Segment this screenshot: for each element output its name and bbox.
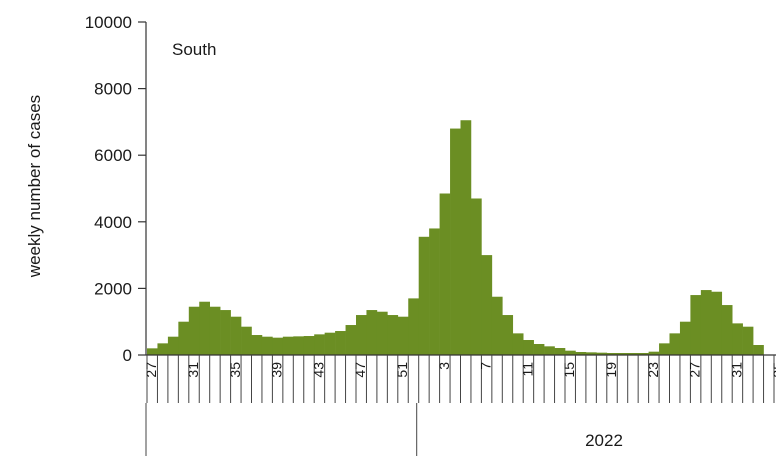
bar: [272, 337, 284, 355]
bar: [188, 306, 200, 355]
bar: [638, 353, 649, 355]
x-tick-label: 27: [143, 362, 159, 378]
bar: [554, 348, 566, 355]
x-tick-label: 35: [770, 362, 776, 378]
bar: [429, 228, 440, 355]
bar: [450, 128, 461, 355]
bar: [178, 321, 190, 355]
y-tick-label: 4000: [94, 213, 132, 232]
bar: [293, 336, 305, 355]
bar: [491, 296, 503, 355]
x-tick-label: 27: [687, 362, 703, 378]
bar: [220, 310, 231, 355]
bar: [565, 350, 576, 355]
y-tick-label: 8000: [94, 80, 132, 99]
bar: [460, 120, 472, 356]
y-axis-title: weekly number of cases: [25, 95, 44, 278]
bar: [324, 332, 336, 355]
y-tick-label: 10000: [85, 13, 132, 32]
bar: [366, 310, 378, 355]
bar: [418, 236, 430, 355]
bar: [199, 301, 210, 355]
bar: [356, 315, 367, 355]
panel-label: South: [172, 40, 216, 59]
bar: [345, 325, 357, 355]
bar: [230, 316, 242, 355]
bar: [408, 298, 419, 355]
bar: [627, 353, 639, 355]
bar: [335, 331, 346, 355]
bar: [512, 333, 524, 355]
x-tick-label: 35: [227, 362, 243, 378]
bar: [439, 193, 451, 355]
bar: [209, 306, 221, 355]
bar: [606, 353, 618, 355]
bar: [481, 255, 493, 355]
x-tick-label: 11: [519, 362, 535, 377]
bar: [261, 336, 273, 355]
x-tick-label: 39: [269, 362, 285, 378]
bar: [617, 353, 628, 355]
bars: [147, 120, 764, 356]
x-tick-label: 47: [352, 362, 368, 378]
bar: [596, 352, 608, 355]
bar: [282, 336, 294, 355]
y-tick-label: 6000: [94, 146, 132, 165]
bar: [157, 343, 169, 355]
bar: [575, 352, 587, 355]
bar: [585, 352, 597, 355]
bar: [700, 290, 712, 355]
year-label: 2022: [585, 431, 623, 450]
x-tick-label: 15: [561, 362, 577, 378]
x-axis: 27 31 35 39 43 47 51 3 7 11 15 19 23 27 31 35: [143, 354, 776, 456]
bar: [523, 340, 534, 355]
bar: [690, 295, 702, 355]
bar: [397, 316, 409, 355]
x-tick-label: 19: [603, 362, 619, 378]
bar: [533, 344, 545, 355]
bar: [742, 326, 754, 355]
bar: [241, 326, 252, 355]
x-tick-label: 31: [728, 362, 744, 378]
x-tick-label: 31: [185, 362, 201, 378]
bar: [753, 345, 764, 355]
bar: [679, 321, 691, 355]
bar: [721, 305, 733, 355]
bar: [147, 348, 158, 355]
bar: [732, 323, 743, 355]
bar: [167, 336, 179, 355]
bar: [544, 346, 555, 355]
bar: [648, 351, 660, 355]
bar: [303, 336, 315, 355]
x-tick-label: 7: [478, 362, 494, 370]
bar: [314, 334, 325, 355]
bar: [387, 315, 399, 355]
bar: [376, 311, 388, 355]
bar: [502, 315, 514, 355]
x-tick-label: 51: [394, 362, 410, 378]
bar: [251, 335, 263, 355]
x-tick-label: 23: [645, 362, 661, 378]
y-axis: 0 2000 4000 6000 8000 10000: [85, 13, 147, 365]
bar: [470, 198, 482, 355]
y-tick-label: 2000: [94, 279, 132, 298]
bar: [669, 333, 681, 355]
bar: [659, 343, 670, 355]
x-tick-label: 43: [310, 362, 326, 378]
bar: [711, 291, 723, 355]
y-tick-label: 0: [123, 346, 132, 365]
x-tick-label: 3: [436, 362, 452, 370]
